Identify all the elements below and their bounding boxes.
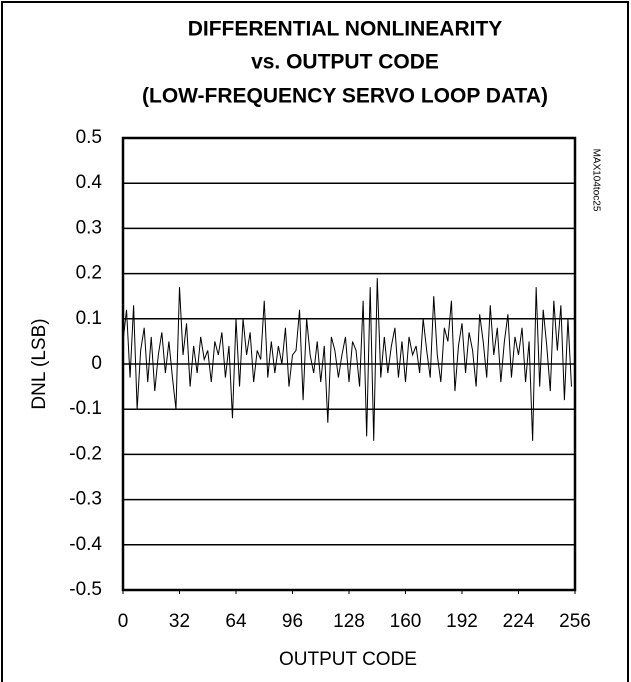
x-tick-label: 192: [446, 611, 478, 632]
y-tick-label: 0.2: [76, 263, 102, 284]
y-tick-label: 0: [91, 353, 102, 374]
y-tick-label: -0.5: [69, 579, 102, 600]
x-tick-label: 160: [390, 611, 422, 632]
y-axis-label: DNL (LSB): [29, 318, 50, 409]
chart-title: DIFFERENTIAL NONLINEARITY: [188, 18, 503, 41]
x-tick-label: 64: [225, 611, 247, 632]
plot-frame: [121, 136, 577, 592]
x-axis-label: OUTPUT CODE: [279, 649, 417, 670]
data-line: [122, 278, 572, 441]
x-tick-label: 32: [169, 611, 190, 632]
y-tick-label: 0.1: [76, 308, 102, 329]
y-tick-label: 0.4: [76, 172, 103, 193]
y-tick-label: -0.2: [69, 443, 102, 464]
annotation: MAX104toc25: [590, 149, 601, 212]
y-tick-label: -0.3: [69, 489, 102, 510]
chart-title: vs. OUTPUT CODE: [251, 51, 439, 74]
y-tick-label: -0.4: [69, 534, 102, 555]
y-tick-label: 0.3: [76, 217, 102, 238]
x-tick-label: 128: [333, 611, 365, 632]
x-tick-label: 224: [503, 611, 535, 632]
x-tick-label: 256: [559, 611, 591, 632]
y-tick-label: -0.1: [69, 398, 102, 419]
chart-title: (LOW-FREQUENCY SERVO LOOP DATA): [142, 85, 548, 108]
x-tick-label: 96: [282, 611, 303, 632]
y-tick-label: 0.5: [76, 127, 102, 148]
x-tick-label: 0: [118, 611, 129, 632]
